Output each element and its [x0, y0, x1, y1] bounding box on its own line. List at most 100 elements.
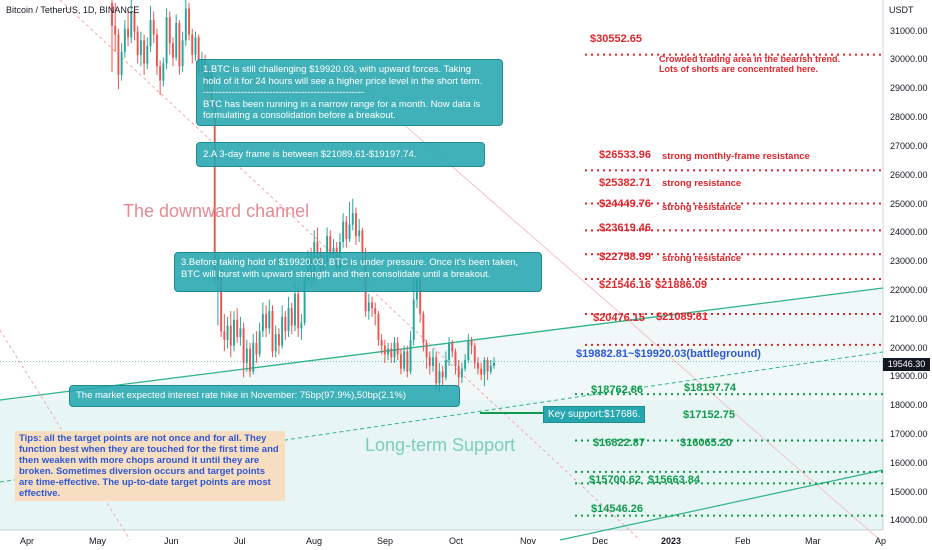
candle-body [358, 230, 361, 237]
y-tick-label: 29000.00 [890, 83, 928, 94]
note-2-text: 2.A 3-day frame is between $21089.61-$19… [203, 149, 417, 160]
candle-body [281, 316, 284, 346]
candle-body [159, 66, 162, 81]
candle-body [168, 17, 171, 44]
candle-body [181, 40, 184, 67]
y-tick-label: 17000.00 [890, 428, 928, 439]
candle-body [422, 313, 425, 343]
candle-body [213, 103, 216, 280]
note-3-line-2: BTC will burst with upward strength and … [181, 268, 491, 280]
level-30552: $30552.65 [590, 33, 642, 45]
candle-body [130, 11, 133, 38]
candle-body [136, 31, 139, 55]
candle-body [274, 334, 277, 352]
candle-body [261, 313, 264, 332]
channel-line-lower [0, 329, 131, 541]
candle-body [194, 37, 197, 55]
candle-body [220, 276, 223, 332]
candle-body [473, 345, 476, 363]
candle-body [239, 328, 242, 338]
candle-body [345, 221, 348, 240]
x-tick-label: Feb [735, 536, 751, 546]
crowded-line-1: Crowded trading area in the bearish tren… [659, 54, 841, 64]
note-3: 3.Before taking hold of $19920.03, BTC i… [174, 252, 542, 292]
candle-body [139, 40, 142, 55]
note-2: 2.A 3-day frame is between $21089.61-$19… [196, 142, 485, 167]
candle-body [172, 43, 174, 58]
candle-body [258, 331, 261, 355]
candle-body [444, 360, 447, 378]
candle-body [457, 365, 460, 378]
y-tick-label: 30000.00 [890, 54, 928, 65]
candle-body [377, 313, 380, 340]
candle-body [451, 342, 454, 352]
candle-body [329, 236, 332, 257]
y-tick-label: 27000.00 [890, 140, 928, 151]
candle-body [149, 20, 152, 47]
candle-body [226, 325, 229, 340]
candle-body [265, 313, 268, 329]
level-22758-desc: strong resistance [662, 253, 742, 264]
candle-body [284, 316, 287, 332]
crowded-line-2: Lots of shorts are concentrated here. [659, 64, 819, 74]
candle-body [412, 299, 415, 340]
level-18197: $18197.74 [684, 382, 736, 394]
candle-body [178, 23, 181, 67]
note-1-line-2: hold of it for 24 hours will see a highe… [203, 75, 483, 87]
x-tick-label: Jun [164, 536, 179, 546]
chart-title: Bitcoin / TetherUS, 1D, BINANCE [6, 5, 140, 15]
level-21886: $21886.09 [655, 279, 707, 291]
candle-body [374, 308, 377, 314]
candle-body [245, 348, 248, 363]
candle-body [454, 351, 457, 366]
candle-body [438, 371, 441, 384]
candle-body [290, 308, 293, 326]
level-14546: $14546.26 [591, 503, 643, 515]
candle-body [476, 362, 479, 369]
candle-body [489, 365, 492, 372]
level-26533-desc: strong monthly-frame resistance [662, 151, 810, 162]
long-term-support-label: Long-term Support [365, 435, 516, 455]
note-1-line-1: 1.BTC is still challenging $19920.03, wi… [203, 64, 472, 75]
candle-body [277, 334, 280, 346]
candle-body [460, 368, 463, 378]
level-24449-desc: strong resistance [662, 202, 742, 213]
candle-body [403, 351, 406, 369]
y-tick-label: 31000.00 [890, 25, 928, 36]
y-tick-label: 26000.00 [890, 169, 928, 180]
candle-body [396, 342, 399, 355]
x-tick-label: Dec [592, 536, 609, 546]
note-1: 1.BTC is still challenging $19920.03, wi… [196, 59, 503, 126]
y-tick-label: 14000.00 [890, 515, 928, 526]
candle-body [197, 37, 200, 73]
note-1-line-4: BTC has been running in a narrow range f… [203, 98, 481, 110]
tips-box: Tips: all the target points are not once… [15, 431, 285, 501]
y-tick-label: 22000.00 [890, 284, 928, 295]
candle-body [303, 279, 306, 323]
candle-body [146, 46, 149, 64]
level-21546: $21546.16 [599, 279, 651, 291]
level-25382: $25382.71 [599, 177, 651, 189]
candle-body [165, 17, 168, 64]
candle-body [390, 348, 393, 358]
candle-body [316, 241, 319, 254]
level-24449: $24449.76 [599, 198, 651, 210]
level-26533: $26533.96 [599, 149, 651, 161]
y-tick-label: 20000.00 [890, 342, 928, 353]
candle-body [441, 371, 444, 378]
candle-body [252, 342, 255, 372]
x-tick-label: Nov [520, 536, 537, 546]
support-trendline-upper [0, 287, 884, 401]
candle-body [380, 339, 383, 346]
note-4: The market expected interest rate hike i… [69, 385, 460, 407]
channel-line-mid [329, 59, 881, 541]
candle-body [480, 368, 483, 375]
candle-body [351, 213, 354, 225]
candle-body [448, 342, 451, 361]
candle-body [188, 8, 191, 35]
candle-body [242, 328, 245, 363]
y-tick-label: 15000.00 [890, 486, 928, 497]
level-23619: $23619.46 [599, 222, 651, 234]
candle-body [255, 342, 258, 355]
